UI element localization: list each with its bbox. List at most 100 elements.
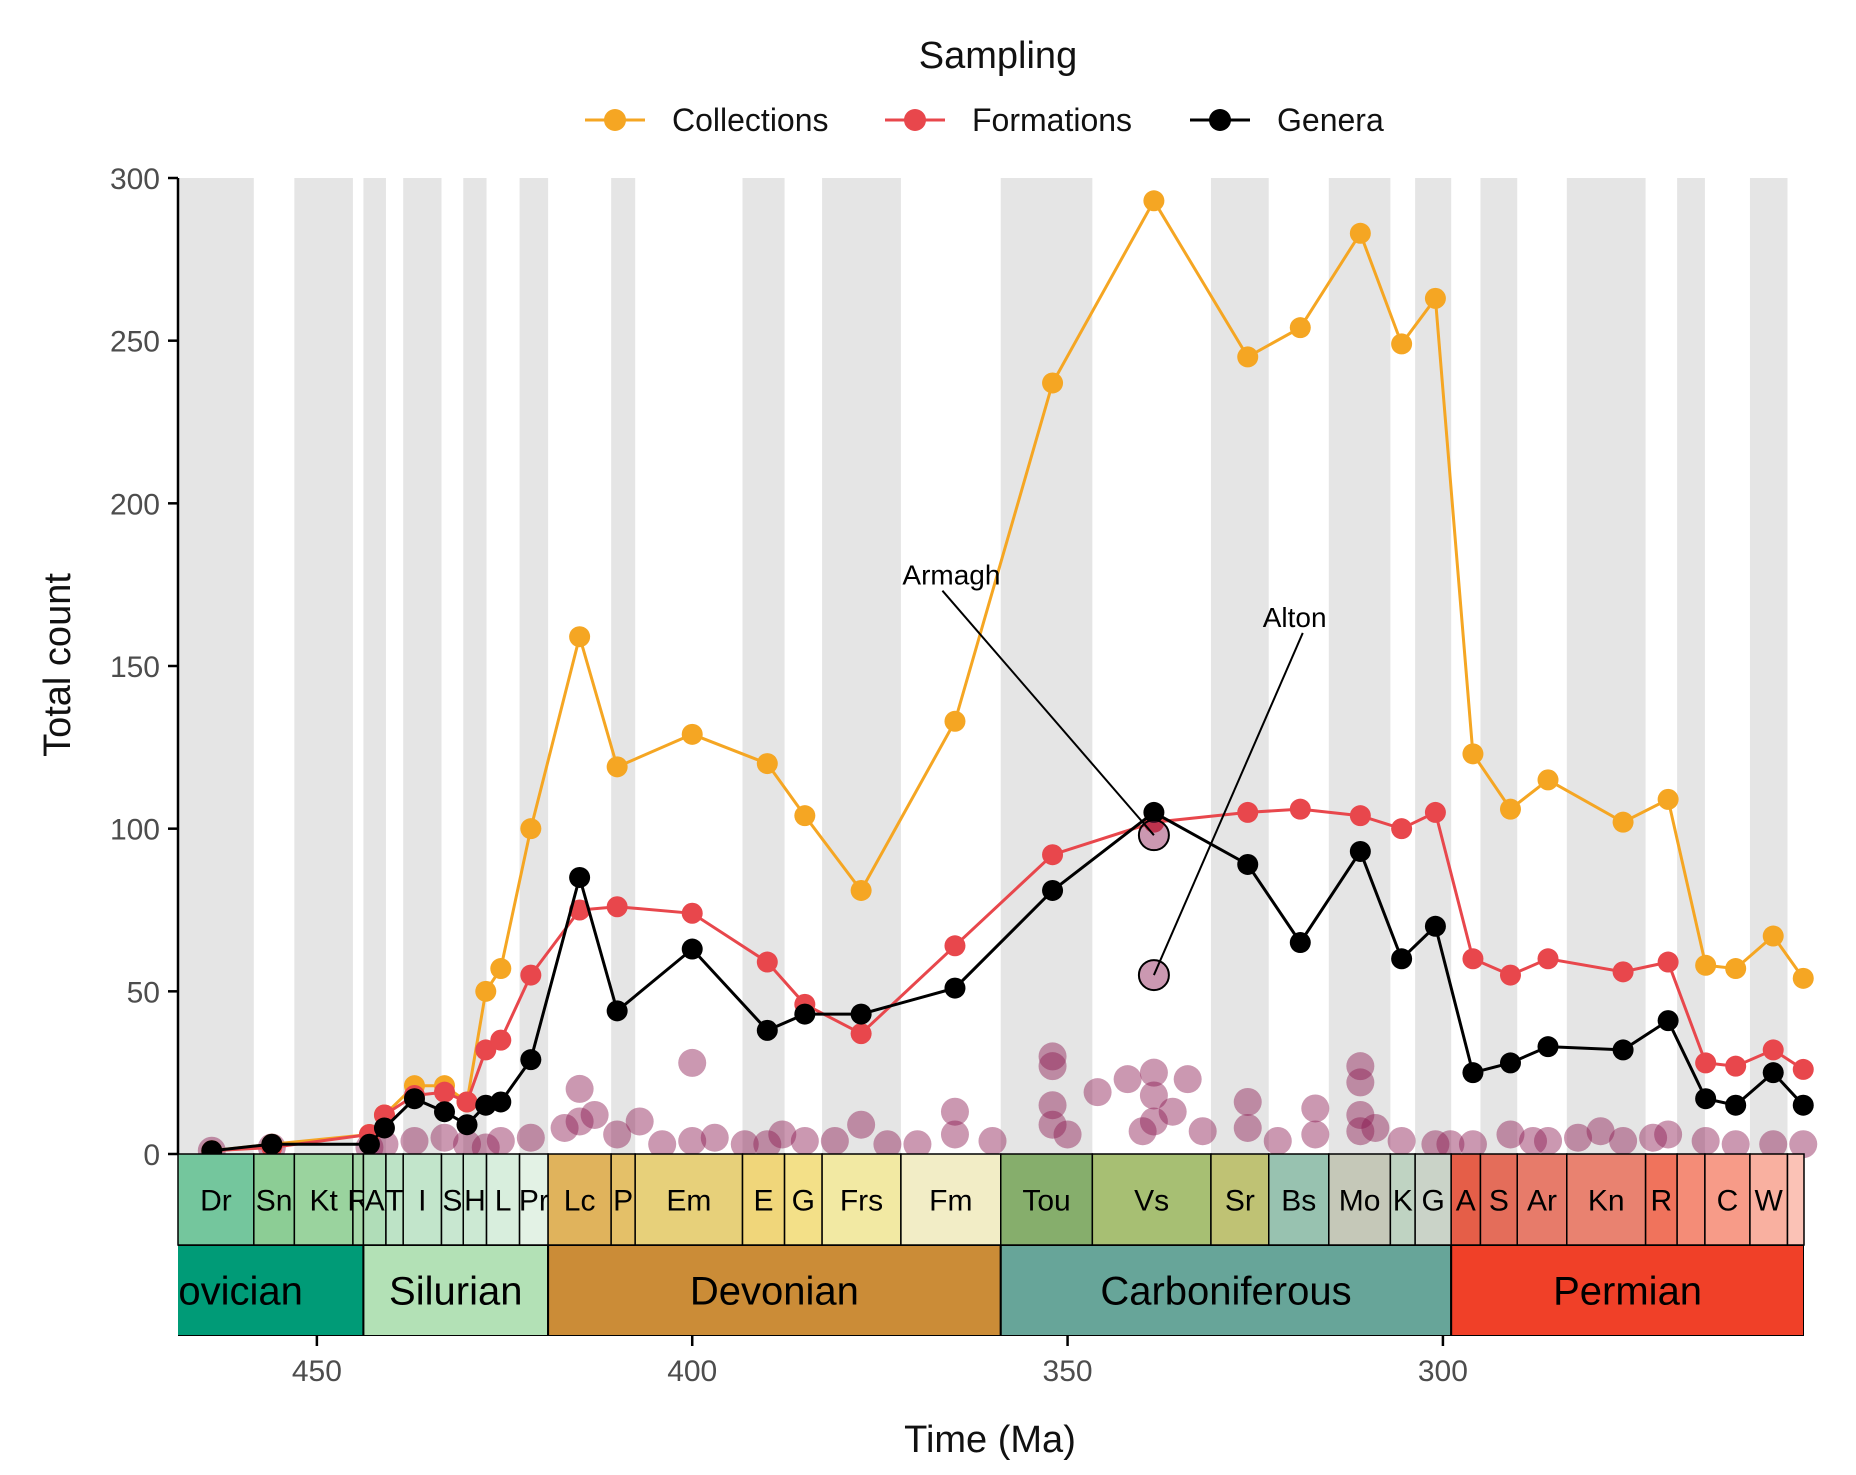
- series-point-genera: [1289, 932, 1311, 954]
- series-point-formations: [1289, 798, 1311, 820]
- stage-band: [1000, 178, 1093, 1154]
- stage-label: R: [1651, 1185, 1673, 1218]
- x-axis-title: Time (Ma): [904, 1419, 1076, 1461]
- stage-label: Mo: [1339, 1185, 1381, 1218]
- x-tick-label: 450: [292, 1355, 342, 1388]
- series-point-formations: [944, 935, 966, 957]
- y-tick-label: 250: [110, 326, 160, 359]
- formation-point: [1301, 1094, 1330, 1123]
- stage-box: [783, 1153, 823, 1246]
- series-point-collections: [1391, 333, 1413, 355]
- y-tick-label: 200: [110, 488, 160, 521]
- series-point-genera: [1537, 1036, 1559, 1058]
- stage-label: T: [385, 1185, 403, 1218]
- stage-box: [1091, 1153, 1212, 1246]
- series-point-collections: [520, 818, 542, 840]
- legend-label: Formations: [972, 102, 1132, 138]
- series-point-genera: [1499, 1052, 1521, 1074]
- formation-point: [1233, 1087, 1262, 1116]
- stage-label: Vs: [1134, 1185, 1169, 1218]
- series-point-collections: [1349, 222, 1371, 244]
- series-point-collections: [1725, 958, 1747, 980]
- series-point-formations: [1612, 961, 1634, 983]
- formation-point: [1038, 1110, 1067, 1139]
- stage-label: Dr: [200, 1185, 232, 1218]
- stage-band: [363, 178, 386, 1154]
- y-axis: 0 50 100 150 200 250 300: [110, 163, 180, 1172]
- formation-point: [486, 1126, 515, 1155]
- y-axis-title: Total count: [37, 573, 79, 757]
- stage-box: [1749, 1153, 1789, 1246]
- series-point-formations: [456, 1091, 478, 1113]
- formation-point: [1586, 1117, 1615, 1146]
- stage-box: [1268, 1153, 1330, 1246]
- stage-label: Em: [666, 1185, 711, 1218]
- formation-point: [580, 1100, 609, 1129]
- series-point-collections: [569, 626, 591, 648]
- formation-point: [430, 1123, 459, 1152]
- legend-key-point: [1209, 109, 1231, 131]
- formation-point: [1083, 1078, 1112, 1107]
- series-point-genera: [756, 1019, 778, 1041]
- formation-point: [768, 1120, 797, 1149]
- period-box: [547, 1245, 1002, 1336]
- stage-label: K: [1393, 1185, 1413, 1218]
- formation-point: [1038, 1052, 1067, 1081]
- series-point-formations: [520, 964, 542, 986]
- formation-point: [1519, 1126, 1547, 1155]
- formation-point: [1139, 1107, 1168, 1136]
- stage-bands: [178, 178, 1788, 1154]
- stage-label: S: [442, 1185, 462, 1218]
- period-box: [1450, 1245, 1804, 1336]
- series-point-collections: [1612, 811, 1634, 833]
- series-point-formations: [681, 902, 703, 924]
- series-point-formations: [569, 899, 591, 921]
- series-point-genera: [403, 1088, 425, 1110]
- stage-label: A: [1456, 1185, 1476, 1218]
- formation-point: [1346, 1100, 1375, 1129]
- stage-box: [1450, 1153, 1482, 1246]
- legend-title: Sampling: [919, 35, 1077, 77]
- legend-key-point: [604, 109, 626, 131]
- stage-band: [178, 178, 254, 1154]
- period-row: Ordovician Silurian Devonian Carboniferous P…: [178, 1245, 1804, 1336]
- stage-box: [293, 1153, 354, 1246]
- stage-label: C: [1717, 1185, 1739, 1218]
- stage-band: [822, 178, 901, 1154]
- series-point-formations: [1391, 818, 1413, 840]
- formation-point: [1564, 1123, 1593, 1152]
- stage-label: S: [1489, 1185, 1509, 1218]
- series-point-genera: [1237, 853, 1259, 875]
- series-point-genera: [261, 1133, 283, 1155]
- series-point-formations: [1537, 948, 1559, 970]
- formation-point: [678, 1048, 707, 1077]
- formation-point: [1496, 1120, 1525, 1149]
- stage-band: [403, 178, 442, 1154]
- stage-band: [1749, 178, 1788, 1154]
- series-point-formations: [1725, 1055, 1747, 1077]
- stage-label: Sr: [1225, 1185, 1255, 1218]
- series-point-formations: [1695, 1052, 1717, 1074]
- stage-label: Kn: [1588, 1185, 1625, 1218]
- formation-point: [1139, 1058, 1168, 1087]
- formation-point: [1139, 1081, 1168, 1110]
- annotation-label: Armagh: [902, 560, 1000, 591]
- series-point-genera: [794, 1003, 816, 1025]
- series-point-genera: [1725, 1094, 1747, 1116]
- stage-label: Pr: [519, 1185, 549, 1218]
- series-point-genera: [1762, 1062, 1784, 1084]
- formation-point: [648, 1130, 677, 1159]
- stage-box: [821, 1153, 902, 1246]
- stage-label: Ar: [1527, 1185, 1557, 1218]
- stage-label: Sn: [256, 1185, 293, 1218]
- formation-point: [873, 1130, 902, 1159]
- series-point-formations: [490, 1029, 512, 1051]
- stage-band: [463, 178, 487, 1154]
- series-point-collections: [1537, 769, 1559, 791]
- formation-point: [790, 1126, 819, 1155]
- period-label: Carboniferous: [1100, 1270, 1351, 1314]
- series-point-genera: [433, 1101, 455, 1123]
- formation-point: [1113, 1065, 1142, 1094]
- stage-band: [1328, 178, 1391, 1154]
